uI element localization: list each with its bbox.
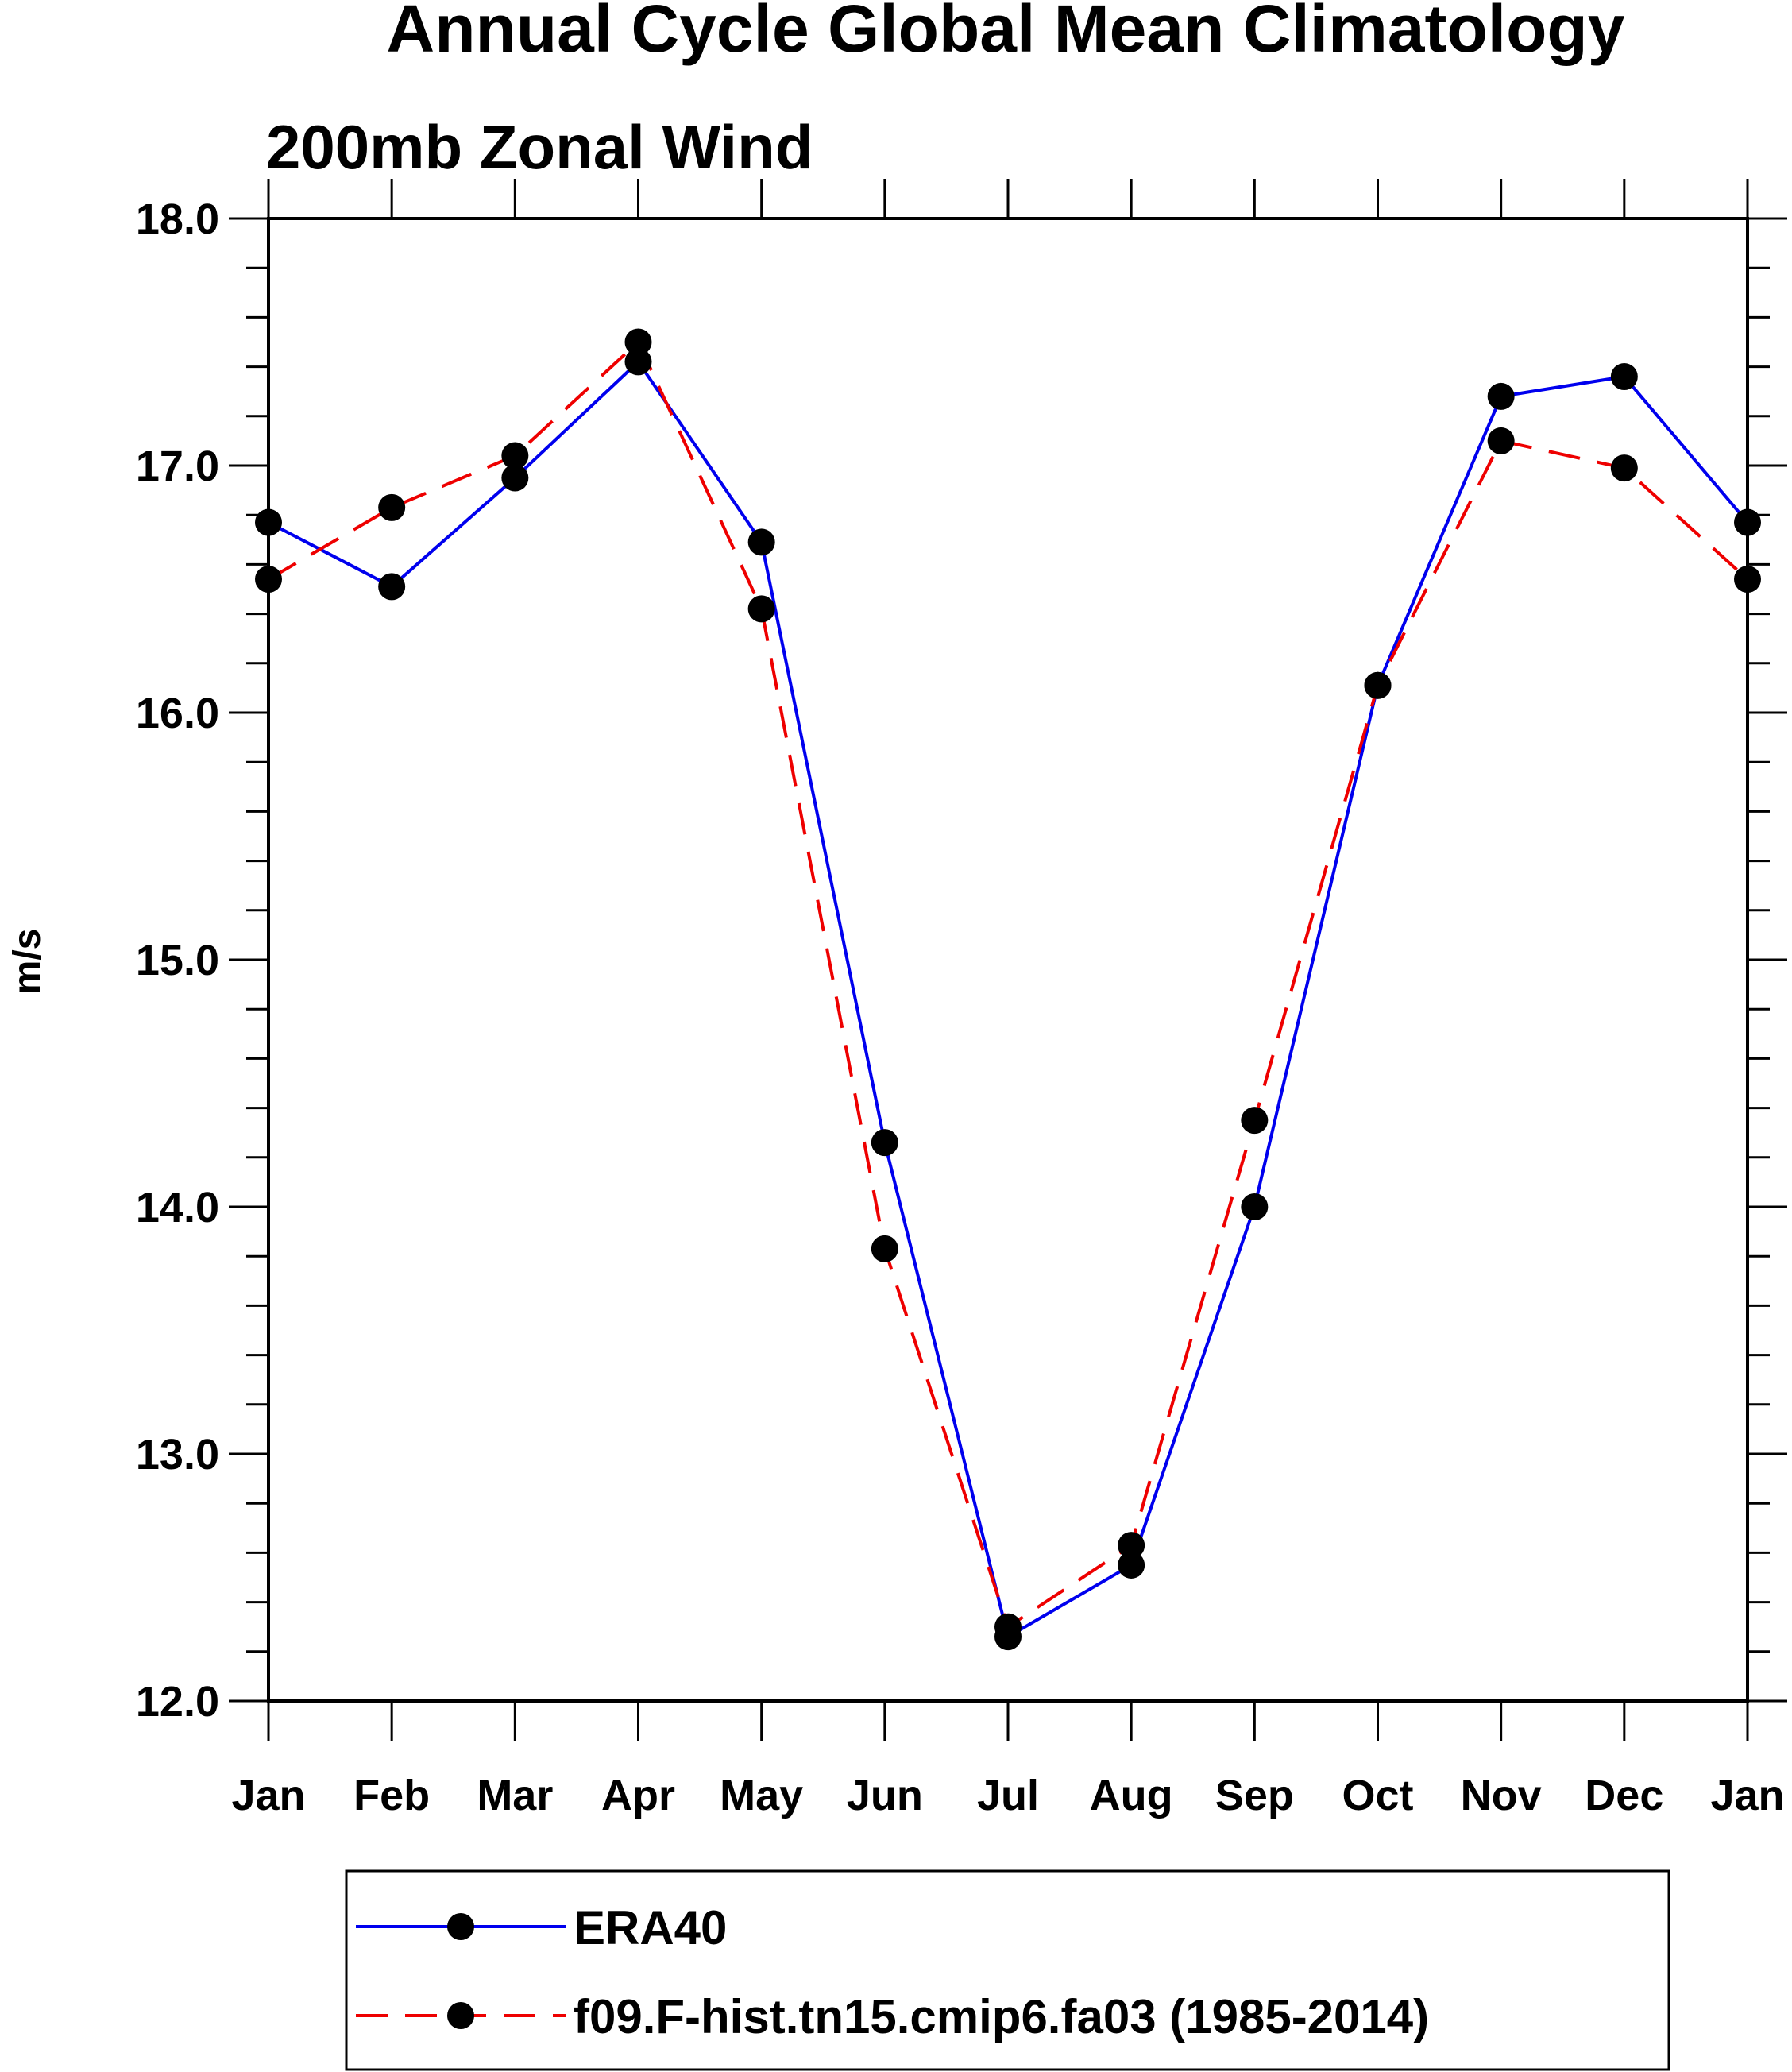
x-tick-label: Jul xyxy=(977,1772,1039,1819)
data-point-series-1 xyxy=(1610,454,1638,482)
y-tick-labels: 12.0 13.0 14.0 15.0 16.0 17.0 18.0 xyxy=(136,195,219,1726)
data-point-series-1 xyxy=(747,595,775,623)
legend-box xyxy=(345,1869,1670,2071)
y-tick-label: 16.0 xyxy=(136,690,219,737)
axis-ticks xyxy=(229,179,1787,1741)
x-tick-label: Nov xyxy=(1461,1772,1542,1819)
legend-label-era40: ERA40 xyxy=(574,1901,727,1954)
x-tick-label: Jan xyxy=(231,1772,305,1819)
y-tick-label: 13.0 xyxy=(136,1431,219,1479)
x-tick-label: May xyxy=(720,1772,803,1819)
data-point-series-1 xyxy=(871,1235,898,1262)
x-tick-label: Feb xyxy=(353,1772,430,1819)
x-tick-label: Oct xyxy=(1342,1772,1413,1819)
y-axis-label: m/s xyxy=(6,929,48,995)
data-point-series-0 xyxy=(1118,1551,1145,1579)
data-point-series-0 xyxy=(1610,363,1638,391)
data-point-series-0 xyxy=(501,464,529,492)
x-tick-label: Mar xyxy=(477,1772,553,1819)
data-point-series-0 xyxy=(1734,508,1761,536)
data-point-series-0 xyxy=(747,528,775,556)
x-tick-labels: Jan Feb Mar Apr May Jun Jul Aug Sep Oct Nov Dec Jan xyxy=(231,1772,1784,1819)
data-point-series-1 xyxy=(624,328,652,356)
y-tick-label: 17.0 xyxy=(136,443,219,490)
y-tick-label: 15.0 xyxy=(136,937,219,984)
x-tick-label: Jan xyxy=(1710,1772,1784,1819)
data-point-series-0 xyxy=(624,348,652,376)
x-tick-label: Aug xyxy=(1090,1772,1173,1819)
legend-marker-model xyxy=(447,2002,474,2029)
data-point-series-0 xyxy=(378,573,406,601)
x-tick-label: Jun xyxy=(847,1772,923,1819)
x-tick-label: Apr xyxy=(601,1772,675,1819)
data-point-series-1 xyxy=(994,1613,1022,1641)
data-point-series-0 xyxy=(1487,382,1515,410)
y-tick-label: 14.0 xyxy=(136,1184,219,1231)
data-point-series-0 xyxy=(255,508,282,536)
x-tick-label: Sep xyxy=(1215,1772,1294,1819)
data-point-series-0 xyxy=(871,1129,898,1157)
series-markers xyxy=(255,328,1761,1651)
x-tick-label: Dec xyxy=(1585,1772,1663,1819)
series-line-0 xyxy=(268,360,1749,1639)
data-point-series-1 xyxy=(378,493,406,521)
y-tick-label: 12.0 xyxy=(136,1678,219,1726)
series-lines xyxy=(267,340,1749,1639)
data-point-series-1 xyxy=(1118,1532,1145,1560)
data-point-series-1 xyxy=(1487,427,1515,454)
legend-label-model: f09.F-hist.tn15.cmip6.fa03 (1985-2014) xyxy=(574,1990,1429,2043)
data-point-series-1 xyxy=(1734,566,1761,593)
plot-frame xyxy=(267,217,1749,1703)
legend-marker-era40 xyxy=(447,1913,474,1940)
data-point-series-1 xyxy=(255,566,282,593)
data-point-series-1 xyxy=(1241,1107,1269,1135)
legend: ERA40 f09.F-hist.tn15.cmip6.fa03 (1985-2… xyxy=(345,1869,1670,2071)
chart-subtitle: 200mb Zonal Wind xyxy=(266,112,813,182)
y-tick-label: 18.0 xyxy=(136,195,219,243)
series-line-1 xyxy=(267,340,1749,1629)
data-point-series-0 xyxy=(1241,1193,1269,1220)
data-point-series-1 xyxy=(501,442,529,470)
data-point-series-1 xyxy=(1364,671,1392,699)
chart-title: Annual Cycle Global Mean Climatology xyxy=(387,0,1625,66)
